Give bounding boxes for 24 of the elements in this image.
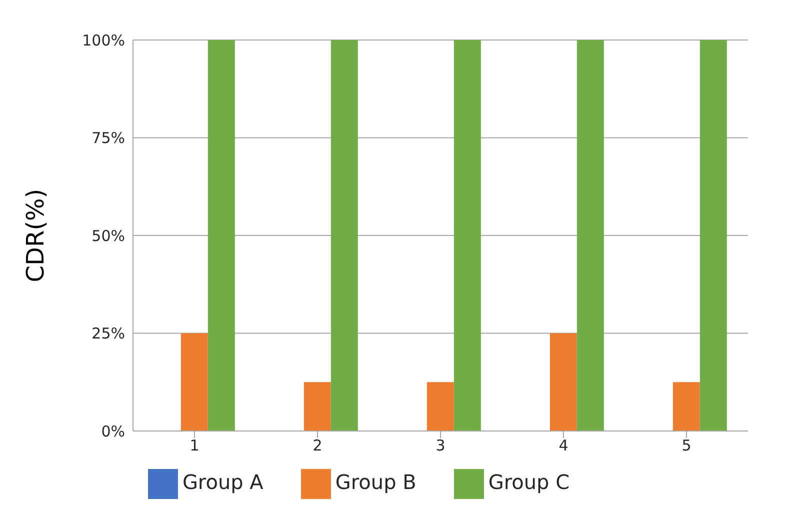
bar <box>304 382 331 431</box>
y-tick-label: 50% <box>92 226 125 245</box>
x-tick-label: 2 <box>312 436 322 455</box>
y-tick-label: 100% <box>82 31 125 50</box>
x-tick-label: 3 <box>436 436 446 455</box>
y-tick-label: 25% <box>92 324 125 343</box>
x-tick-label: 5 <box>682 436 692 455</box>
bar <box>454 40 481 431</box>
bar <box>330 40 358 431</box>
bar <box>180 333 208 431</box>
x-tick-label: 1 <box>190 436 200 455</box>
bar <box>208 40 235 431</box>
bar <box>700 40 727 431</box>
legend-label: Group C <box>488 470 570 494</box>
y-tick-label: 0% <box>101 422 125 440</box>
legend-label: Group B <box>335 470 416 494</box>
legend-label: Group A <box>182 470 264 494</box>
y-tick-label: 75% <box>92 129 125 148</box>
bar <box>576 40 604 431</box>
y-axis-title: CDR(%) <box>22 188 50 282</box>
x-tick-label: 4 <box>558 436 568 455</box>
bar <box>426 382 454 431</box>
bar <box>672 382 700 431</box>
bar <box>550 333 577 431</box>
